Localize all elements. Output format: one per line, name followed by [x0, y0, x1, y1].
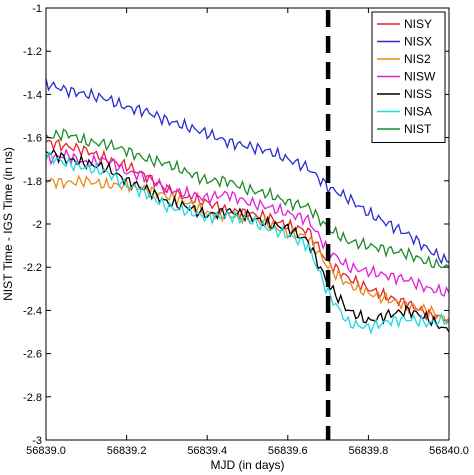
legend-label-nisa: NISA	[404, 105, 432, 119]
y-axis-label: NIST Time - IGS Time (in ns)	[1, 147, 15, 301]
legend-label-niss: NISS	[404, 87, 432, 101]
y-tick-label: -2.6	[23, 349, 42, 361]
series-line-nis2	[45, 174, 450, 325]
series-line-nisx	[45, 78, 450, 265]
x-tick-label: 56840.0	[429, 445, 469, 457]
y-tick-label: -1	[32, 3, 42, 15]
legend-label-nisw: NISW	[404, 70, 436, 84]
y-tick-label: -2	[32, 219, 42, 231]
x-axis-label: MJD (in days)	[210, 458, 284, 472]
legend: NISY NISX NIS2 NISW NISS NISA NIST	[371, 11, 446, 143]
legend-label-nisx: NISX	[404, 35, 432, 49]
series-line-nisa	[45, 151, 450, 335]
y-tick-label: -1.2	[23, 46, 42, 58]
y-tick-label: -2.8	[23, 392, 42, 404]
x-tick-label: 56839.8	[349, 445, 389, 457]
y-tick-label: -2.4	[23, 305, 42, 317]
x-tick-label: 56839.4	[187, 445, 227, 457]
y-tick-label: -1.6	[23, 133, 42, 145]
y-tick-label: -2.2	[23, 262, 42, 274]
ticks-layer: 56839.0 56839.2 56839.4 56839.6 56839.8 56840…	[23, 3, 469, 457]
x-tick-label: 56839.2	[107, 445, 147, 457]
x-tick-label: 56839.6	[268, 445, 308, 457]
series-layer	[45, 78, 450, 335]
legend-label-nis2: NIS2	[404, 52, 431, 66]
x-tick-label: 56839.0	[26, 445, 66, 457]
series-line-niss	[45, 148, 450, 333]
legend-label-nist: NIST	[404, 122, 432, 136]
series-line-nisw	[45, 148, 450, 297]
y-tick-label: -3	[32, 435, 42, 447]
y-tick-label: -1.4	[23, 89, 42, 101]
series-line-nist	[45, 128, 450, 269]
y-tick-label: -1.8	[23, 176, 42, 188]
legend-label-nisy: NISY	[404, 17, 432, 31]
